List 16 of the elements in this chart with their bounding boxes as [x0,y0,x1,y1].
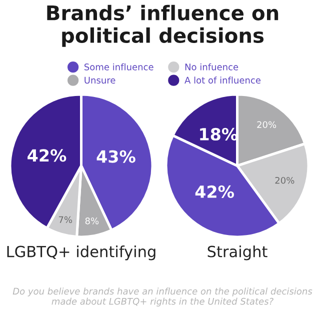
legend-label: Unsure [84,76,116,84]
data-label: 20% [257,121,276,128]
text: Straight [208,245,268,260]
data-label: 43% [96,150,136,163]
text: LGBTQ+ identifying [7,245,156,260]
data-label: 18% [200,128,238,141]
data-label: 20% [275,176,294,184]
data-label: 7% [58,216,72,224]
data-label: 42% [28,149,66,162]
legend-label: A lot of influence [184,76,260,84]
legend-label: No infuence [185,63,238,70]
data-label: 42% [195,185,234,198]
chart-title: Brands’ influence on political decisions [47,4,278,47]
legend-label: Some influence [84,63,154,70]
data-label: 8% [85,217,99,224]
text: Do you believe brands have an influence on the political decisions made about LGBTQ+ rights in the United States? [12,288,312,306]
